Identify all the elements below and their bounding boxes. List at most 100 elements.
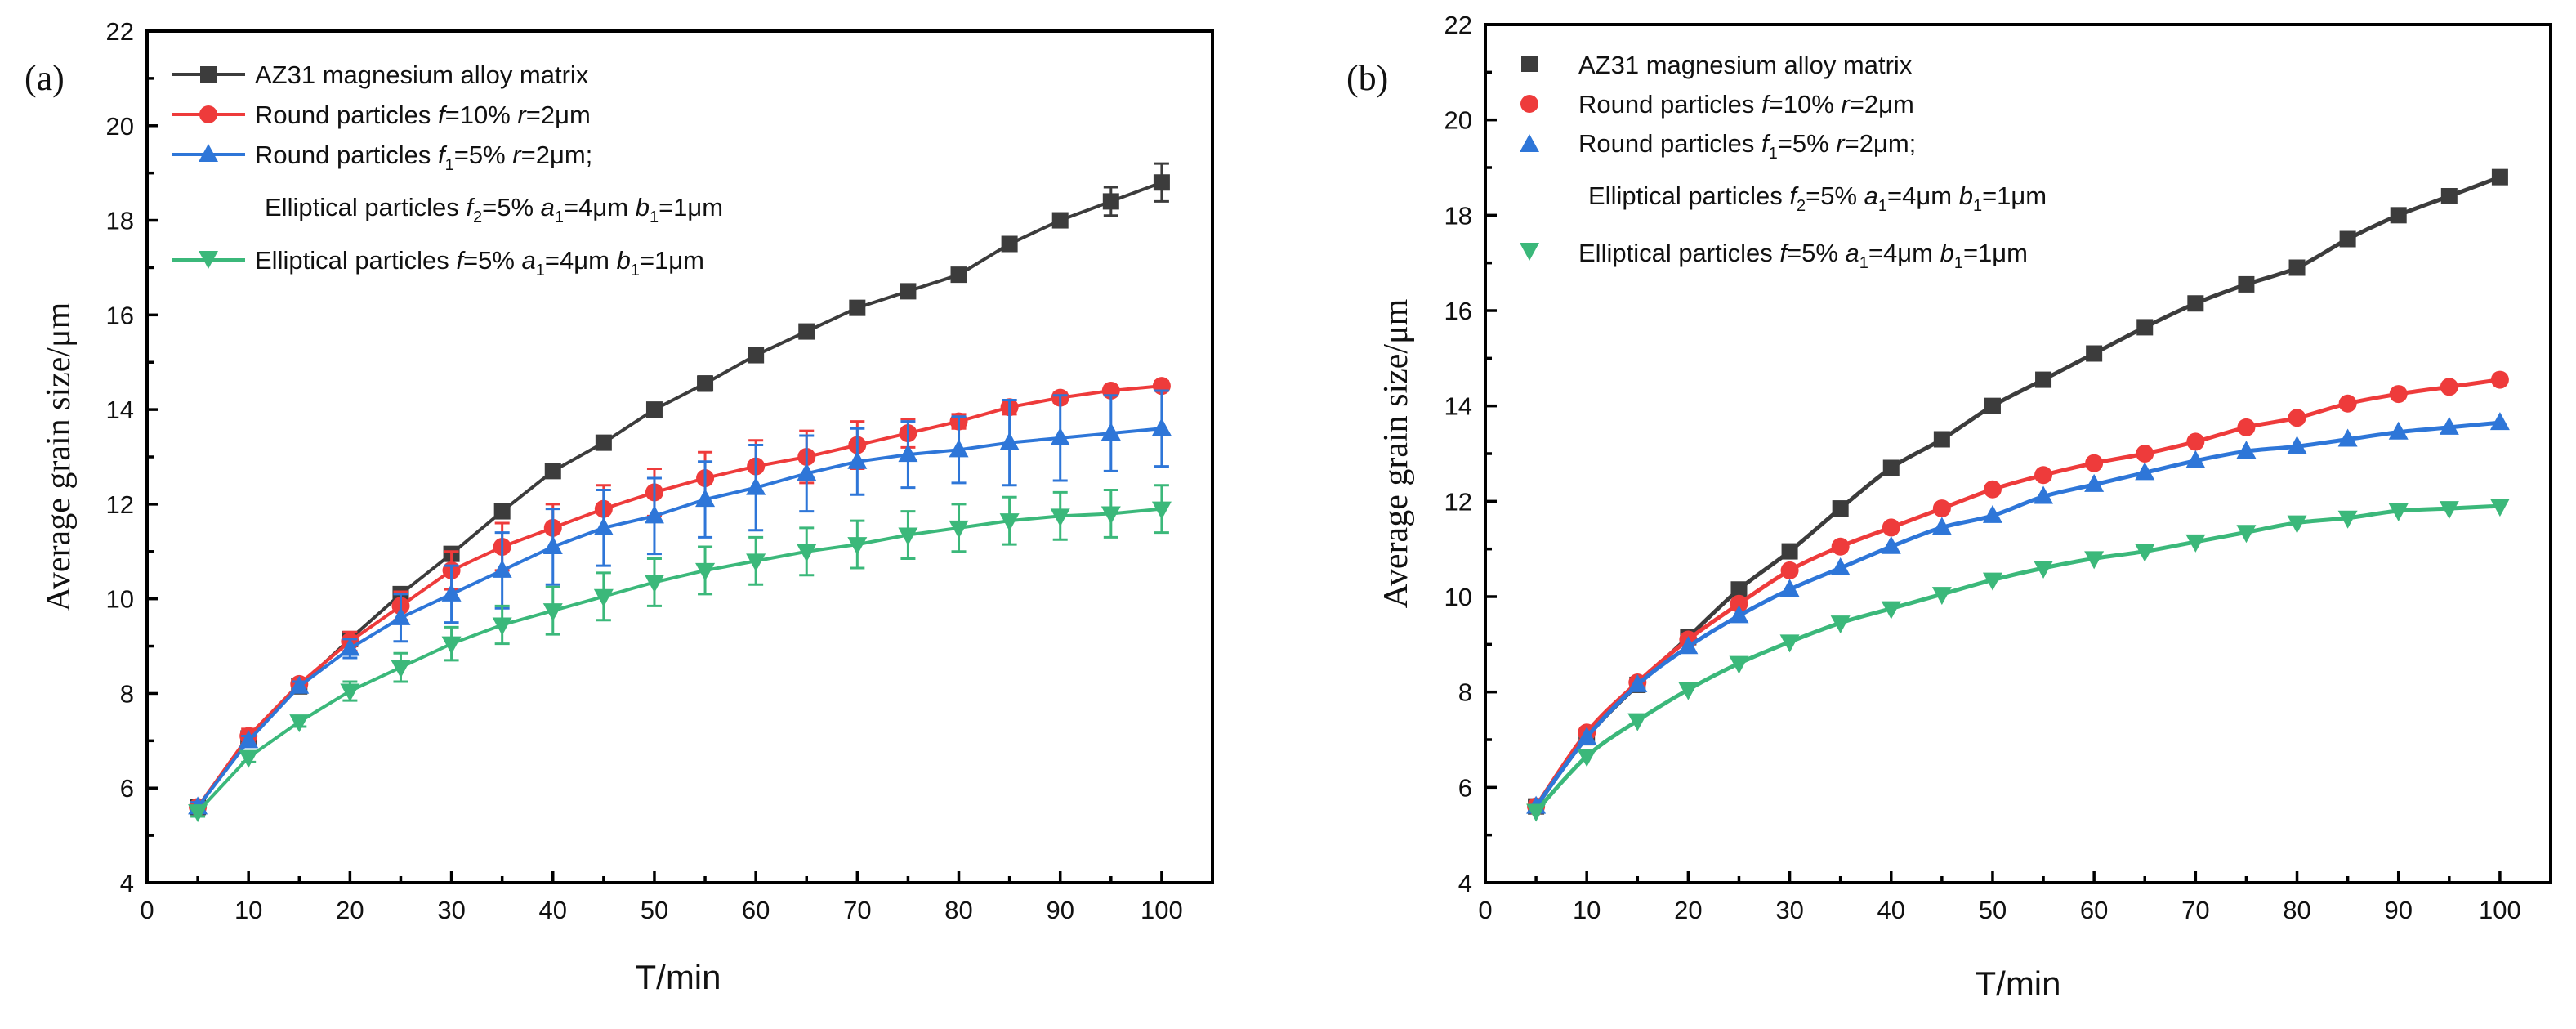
panel-a-line-matrix [196, 181, 1163, 808]
panel-a-y-tick-label: 10 [106, 585, 134, 614]
panel-b-point-mixed [2489, 412, 2510, 431]
panel-b-point-matrix [2288, 259, 2306, 276]
panel-a-point-ell5 [391, 660, 411, 678]
panel-a-x-tick-label: 100 [1141, 896, 1183, 924]
panel-b-point-mixed [1931, 517, 1952, 535]
panel-a-y-tick-label: 14 [106, 396, 134, 424]
panel-b-x-tick-label: 70 [2181, 896, 2209, 924]
panel-b-point-matrix [2086, 345, 2103, 362]
panel-b-point-round10 [1932, 499, 1951, 518]
panel-b-point-matrix [2390, 207, 2407, 224]
panel-b-point-mixed [2388, 421, 2409, 440]
panel-b-point-matrix [1882, 459, 1900, 476]
panel-b-point-ell5 [1982, 572, 2002, 591]
panel-a-point-mixed [695, 489, 716, 508]
panel-a-point-ell5 [898, 527, 918, 546]
panel-b-point-ell5 [1830, 615, 1851, 634]
panel-b-point-ell5 [2489, 499, 2510, 517]
panel-a-line-mixed [196, 427, 1163, 808]
panel-b-point-round10 [2490, 370, 2509, 389]
panel-a-point-matrix [748, 347, 765, 364]
panel-a: (a) 0 10 20 30 40 50 60 70 80 90 100 4 6 8 10 12 14 16 18 2… [25, 17, 1214, 996]
panel-a-point-ell5 [797, 544, 817, 562]
legend-a-round10-label: Round particles f=10% r=2μm [255, 101, 591, 129]
panel-b-point-ell5 [2287, 515, 2307, 534]
panel-a-point-matrix [595, 434, 612, 451]
panel-b-point-ell5 [2034, 561, 2054, 579]
panel-b-x-axis-label: T/min [1976, 964, 2061, 1003]
panel-b-point-mixed [1830, 557, 1851, 575]
panel-b-point-matrix [1781, 543, 1798, 560]
panel-a-series-mixed [188, 389, 1172, 815]
panel-a-point-ell5 [1151, 501, 1172, 520]
panel-a-point-matrix [900, 283, 917, 300]
legend-a-swatch-matrix [172, 66, 245, 83]
panel-a-point-matrix [544, 463, 561, 480]
panel-b-point-matrix [2136, 319, 2154, 336]
panel-b-y-tick-label: 14 [1444, 392, 1472, 421]
legend-a-swatch-round10 [172, 105, 245, 123]
panel-a-series-ell5 [188, 484, 1172, 823]
panel-b-point-matrix [2187, 295, 2204, 312]
panel-a-point-matrix [950, 266, 967, 284]
legend-b-mixed-label-line2: Elliptical particles f2=5% a1=4μm b1=1μm [1588, 181, 2047, 215]
panel-a-point-ell5 [999, 513, 1020, 532]
panel-b-point-mixed [2439, 416, 2459, 435]
panel-b-fit-line-matrix [1534, 175, 2501, 808]
panel-b-point-mixed [1729, 605, 1749, 624]
panel-b-point-mixed [2337, 428, 2358, 447]
panel-a-point-matrix [1153, 174, 1170, 191]
panel-a-x-tick-label: 30 [437, 896, 465, 924]
panel-a-point-ell5 [188, 804, 208, 823]
panel-a-point-mixed [289, 675, 310, 694]
panel-a-point-ell5 [644, 575, 664, 593]
panel-b-point-ell5 [2337, 510, 2358, 529]
panel-b-point-mixed [2135, 462, 2155, 481]
panel-b-point-round10 [2136, 445, 2154, 463]
panel-b-point-mixed [2084, 473, 2105, 492]
panel-a-point-matrix [1001, 235, 1018, 253]
panel-b-point-ell5 [2084, 551, 2105, 570]
panel-b-x-tick-label: 50 [1979, 896, 2007, 924]
panel-a-point-mixed [999, 432, 1020, 450]
panel-a-x-axis-label: T/min [636, 958, 721, 996]
panel-b-point-round10 [1730, 594, 1748, 613]
panel-b-point-round10 [2440, 378, 2458, 396]
panel-b-point-mixed [1982, 504, 2002, 523]
panel-a-point-ell5 [847, 537, 868, 556]
panel-b-point-matrix [1730, 581, 1748, 598]
legend-a-matrix-label: AZ31 magnesium alloy matrix [255, 60, 589, 89]
panel-a-point-ell5 [593, 588, 614, 607]
panel-b-point-matrix [2440, 188, 2458, 204]
panel-b-point-matrix [1832, 500, 1849, 517]
panel-b-y-tick-label: 22 [1444, 11, 1472, 39]
panel-b-point-ell5 [1931, 587, 1952, 606]
panel-a-point-ell5 [441, 636, 462, 655]
panel-a-x-tick-label: 70 [843, 896, 871, 924]
panel-a-y-tick-label: 20 [106, 112, 134, 141]
panel-a-point-mixed [391, 606, 411, 625]
panel-b-point-round10 [1831, 537, 1850, 556]
panel-b-series-round10 [1527, 370, 2509, 816]
panel-a-point-mixed [340, 638, 360, 656]
panel-b-point-round10 [1983, 480, 2002, 499]
legend-a-ell5-label: Elliptical particles f=5% a1=4μm b1=1μm [255, 246, 704, 280]
panel-a-point-mixed [593, 517, 614, 535]
panel-b-x-tick-label: 30 [1775, 896, 1803, 924]
legend-a-mixed-label-line2: Elliptical particles f2=5% a1=4μm b1=1μm [265, 193, 723, 226]
panel-a-x-tick-label: 90 [1046, 896, 1074, 924]
panel-b-point-round10 [1780, 561, 1799, 579]
legend-b-round10-label: Round particles f=10% r=2μm [1578, 90, 1914, 119]
panel-a-point-ell5 [746, 553, 766, 572]
panel-b-point-ell5 [1577, 749, 1597, 767]
panel-b-point-ell5 [1678, 682, 1699, 700]
panel-b-axes: 0 10 20 30 40 50 60 70 80 90 100 4 6 8 10 12 14 16 18 20 22 [1444, 11, 2521, 924]
panel-a-point-ell5 [289, 714, 310, 733]
legend-a-swatch-ell5 [172, 251, 245, 269]
legend-b-mixed-label: Round particles f1=5% r=2μm; [1578, 129, 1916, 163]
panel-b-y-tick-label: 12 [1444, 487, 1472, 516]
panel-b-y-axis-label: Average grain size/μm [1377, 298, 1415, 608]
panel-a-y-tick-label: 4 [120, 869, 134, 897]
panel-b-point-matrix [1933, 431, 1950, 448]
